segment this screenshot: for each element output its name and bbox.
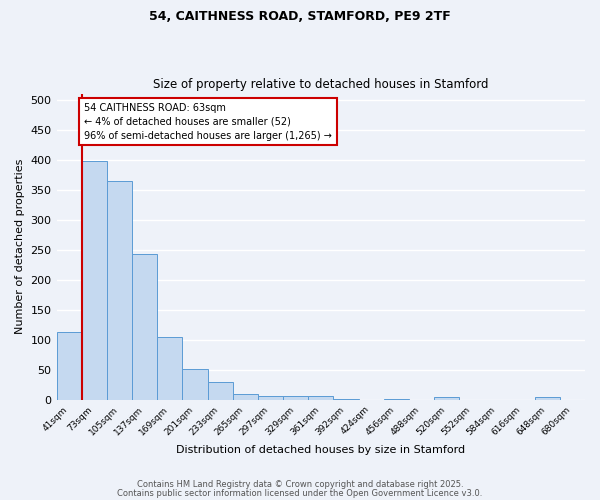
Bar <box>182 369 208 400</box>
X-axis label: Distribution of detached houses by size in Stamford: Distribution of detached houses by size … <box>176 445 466 455</box>
Text: Contains HM Land Registry data © Crown copyright and database right 2025.: Contains HM Land Registry data © Crown c… <box>137 480 463 489</box>
Bar <box>107 180 132 400</box>
Bar <box>132 254 157 400</box>
Bar <box>434 396 459 400</box>
Bar <box>334 399 359 400</box>
Bar <box>233 394 258 400</box>
Bar <box>308 396 334 400</box>
Text: Contains public sector information licensed under the Open Government Licence v3: Contains public sector information licen… <box>118 490 482 498</box>
Bar <box>535 398 560 400</box>
Text: 54, CAITHNESS ROAD, STAMFORD, PE9 2TF: 54, CAITHNESS ROAD, STAMFORD, PE9 2TF <box>149 10 451 23</box>
Bar <box>82 162 107 400</box>
Bar <box>383 399 409 400</box>
Bar <box>208 382 233 400</box>
Bar <box>157 338 182 400</box>
Title: Size of property relative to detached houses in Stamford: Size of property relative to detached ho… <box>153 78 488 91</box>
Bar <box>56 332 82 400</box>
Bar <box>283 396 308 400</box>
Y-axis label: Number of detached properties: Number of detached properties <box>15 159 25 334</box>
Text: 54 CAITHNESS ROAD: 63sqm
← 4% of detached houses are smaller (52)
96% of semi-de: 54 CAITHNESS ROAD: 63sqm ← 4% of detache… <box>84 102 332 141</box>
Bar <box>258 396 283 400</box>
